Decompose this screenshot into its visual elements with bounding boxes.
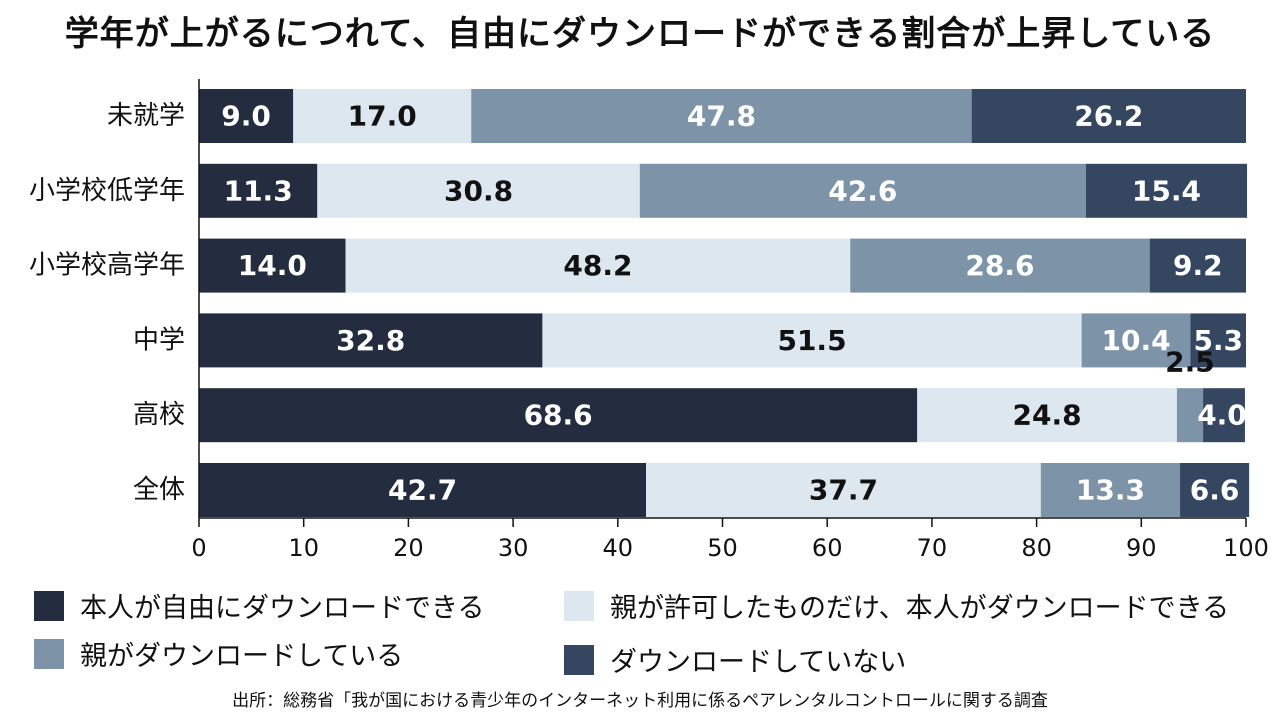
category-label: 小学校高学年 [29, 251, 185, 281]
legend-swatch-parent-approved [564, 590, 594, 621]
x-tick-label: 20 [393, 534, 424, 562]
data-label: 47.8 [687, 100, 756, 133]
bar-segment [542, 313, 1082, 368]
category-label: 高校 [133, 400, 185, 430]
bar-segment [1190, 313, 1246, 368]
data-label: 28.6 [965, 249, 1034, 282]
x-tick-label: 40 [603, 534, 634, 562]
source-note: 出所：総務省「我が国における青少年のインターネット利用に係るペアレンタルコントロ… [232, 691, 1048, 711]
legend-swatch-parent-downloads [34, 638, 64, 669]
bar-segment [199, 388, 918, 443]
legend-label-no-download: ダウンロードしていない [610, 647, 907, 678]
chart-title: 学年が上がるにつれて、自由にダウンロードができる割合が上昇している [64, 14, 1216, 54]
bar-segment [317, 163, 640, 218]
x-tick-label: 60 [812, 534, 843, 562]
bar-segment [1149, 238, 1246, 293]
bar-segment [1180, 463, 1250, 517]
x-tick-label: 30 [498, 534, 529, 562]
bar-segment [917, 388, 1177, 443]
legend-item-parent-downloads: 親がダウンロードしている [34, 634, 403, 673]
data-label: 42.7 [388, 474, 457, 507]
data-label: 11.3 [224, 174, 293, 207]
x-tick-label: 0 [191, 534, 206, 562]
bar-segment [1040, 463, 1181, 517]
data-label: 51.5 [777, 324, 846, 357]
data-label: 68.6 [524, 399, 593, 432]
bar-segment [199, 163, 318, 218]
category-label: 小学校低学年 [29, 176, 185, 206]
legend-swatch-no-download [564, 644, 594, 675]
bar-segment [199, 238, 346, 293]
x-tick-label: 80 [1021, 534, 1052, 562]
data-label: 37.7 [809, 474, 878, 507]
data-label: 48.2 [563, 249, 632, 282]
x-tick-label: 100 [1223, 534, 1269, 562]
data-label: 32.8 [336, 324, 405, 357]
bar-segment [1203, 388, 1245, 443]
x-tick-label: 70 [917, 534, 948, 562]
bar-segment [199, 313, 543, 368]
data-label: 30.8 [444, 174, 513, 207]
bar-segment [345, 238, 851, 293]
x-tick-label: 90 [1126, 534, 1157, 562]
legend-item-no-download: ダウンロードしていない [564, 640, 906, 679]
legend: 本人が自由にダウンロードできる 親が許可したものだけ、本人がダウンロードできる … [34, 586, 1274, 682]
data-label: 9.2 [1173, 249, 1223, 282]
data-label: 10.4 [1102, 324, 1171, 357]
bar-segment [293, 89, 472, 143]
data-label: 26.2 [1074, 100, 1143, 133]
x-tick-label: 50 [707, 534, 738, 562]
bar-segment [971, 89, 1246, 143]
bar-segment [850, 238, 1150, 293]
data-label: 14.0 [238, 249, 307, 282]
bar-segment [639, 163, 1086, 218]
data-label: 42.6 [828, 174, 897, 207]
data-label: 15.4 [1132, 174, 1201, 207]
category-label: 未就学 [107, 101, 185, 131]
bar-segment [199, 89, 294, 143]
legend-item-free-download: 本人が自由にダウンロードできる [34, 586, 484, 625]
data-label: 17.0 [348, 100, 417, 133]
legend-label-free-download: 本人が自由にダウンロードできる [80, 593, 485, 624]
data-label: 13.3 [1076, 474, 1145, 507]
bar-segment [1176, 388, 1204, 443]
legend-item-parent-approved: 親が許可したものだけ、本人がダウンロードできる [564, 586, 1229, 625]
category-label: 全体 [133, 475, 185, 505]
bar-segment [199, 463, 647, 517]
data-label: 2.5 [1165, 346, 1215, 379]
data-label: 9.0 [221, 100, 271, 133]
bar-segment [471, 89, 972, 143]
data-label: 6.6 [1190, 474, 1240, 507]
bar-segment [646, 463, 1041, 517]
stacked-bar-chart: 未就学 9.0 17.0 47.8 26.2 小学校低学年 11.3 30.8 42.6 15.4… [29, 79, 1269, 562]
data-label: 4.0 [1197, 399, 1247, 432]
x-tick-label: 10 [288, 534, 319, 562]
category-label: 中学 [133, 325, 185, 355]
data-label: 5.3 [1193, 324, 1243, 357]
legend-label-parent-approved: 親が許可したものだけ、本人がダウンロードできる [610, 593, 1230, 624]
bar-segment [1085, 163, 1248, 218]
data-label: 24.8 [1013, 399, 1082, 432]
bar-segment [1081, 313, 1191, 368]
legend-label-parent-downloads: 親がダウンロードしている [80, 641, 404, 672]
legend-swatch-free-download [34, 590, 64, 621]
